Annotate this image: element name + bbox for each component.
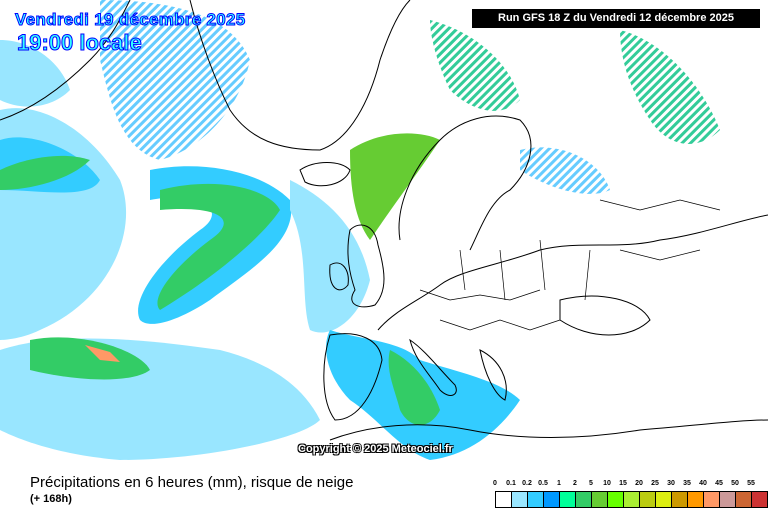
precip-med-core bbox=[388, 350, 440, 425]
europe-coast bbox=[377, 214, 768, 331]
scale-tick: 50 bbox=[731, 480, 739, 487]
scale-swatch bbox=[576, 492, 592, 507]
scale-tick: 35 bbox=[683, 480, 691, 487]
scale-tick: 0.2 bbox=[522, 480, 532, 487]
scale-swatches bbox=[495, 491, 768, 508]
borders bbox=[419, 199, 721, 331]
legend-footer: Précipitations en 6 heures (mm), risque … bbox=[0, 470, 768, 512]
scale-swatch bbox=[496, 492, 512, 507]
run-banner: Run GFS 18 Z du Vendredi 12 décembre 202… bbox=[472, 9, 760, 28]
legend-title: Précipitations en 6 heures (mm), risque … bbox=[30, 474, 354, 491]
precip-greenland-snow bbox=[100, 0, 250, 160]
scale-tick: 0.5 bbox=[538, 480, 548, 487]
scale-swatch bbox=[544, 492, 560, 507]
scale-tick: 0 bbox=[493, 480, 497, 487]
scale-tick: 25 bbox=[651, 480, 659, 487]
precip-east bbox=[520, 147, 610, 194]
precip-areas bbox=[0, 0, 720, 460]
scale-swatch bbox=[528, 492, 544, 507]
scale-tick: 2 bbox=[573, 480, 577, 487]
scale-swatch bbox=[688, 492, 704, 507]
iceland-coast bbox=[299, 162, 351, 187]
scale-tick: 1 bbox=[557, 480, 561, 487]
scale-tick: 30 bbox=[667, 480, 675, 487]
greenland-coast bbox=[189, 0, 411, 151]
scale-swatch bbox=[656, 492, 672, 507]
ireland-coast bbox=[329, 262, 349, 291]
coastlines bbox=[0, 0, 768, 441]
scale-tick: 55 bbox=[747, 480, 755, 487]
precip-uk bbox=[290, 180, 370, 333]
scale-swatch bbox=[640, 492, 656, 507]
africa-coast bbox=[329, 419, 768, 441]
scale-tick: 15 bbox=[619, 480, 627, 487]
scale-swatch bbox=[512, 492, 528, 507]
forecast-time: 19:00 locale bbox=[17, 30, 143, 56]
scale-tick: 20 bbox=[635, 480, 643, 487]
precip-band-green bbox=[0, 155, 90, 190]
forecast-date: Vendredi 19 décembre 2025 bbox=[15, 10, 246, 30]
precip-greenland-blue bbox=[0, 40, 70, 107]
scale-swatch bbox=[624, 492, 640, 507]
color-scale: 0 0.1 0.2 0.5 1 2 5 10 15 20 25 30 35 40 45 50 55 bbox=[493, 480, 768, 508]
greece-coast bbox=[479, 349, 507, 401]
scale-tick: 10 bbox=[603, 480, 611, 487]
scale-swatch bbox=[704, 492, 720, 507]
legend-subtitle: (+ 168h) bbox=[30, 493, 72, 505]
scale-swatch bbox=[592, 492, 608, 507]
precip-band-central bbox=[157, 183, 280, 310]
scale-swatch bbox=[672, 492, 688, 507]
scale-tick: 45 bbox=[715, 480, 723, 487]
uk-coast bbox=[347, 224, 385, 308]
scale-tick: 40 bbox=[699, 480, 707, 487]
precip-south-core bbox=[30, 337, 150, 380]
precip-norway bbox=[350, 133, 440, 240]
precip-scandi-snow bbox=[430, 20, 520, 111]
scale-tick: 0.1 bbox=[506, 480, 516, 487]
scale-swatch bbox=[608, 492, 624, 507]
precip-max bbox=[85, 345, 120, 362]
black-sea bbox=[559, 295, 651, 336]
scale-ticks: 0 0.1 0.2 0.5 1 2 5 10 15 20 25 30 35 40 45 50 55 bbox=[493, 480, 755, 490]
copyright: Copyright © 2025 Meteociel.fr bbox=[298, 443, 453, 455]
scale-swatch bbox=[736, 492, 752, 507]
scale-swatch bbox=[720, 492, 736, 507]
scale-swatch bbox=[752, 492, 767, 507]
iberia-coast bbox=[323, 333, 383, 421]
scale-swatch bbox=[560, 492, 576, 507]
precip-russia-snow bbox=[620, 30, 720, 144]
canada-coast bbox=[0, 0, 131, 121]
scale-tick: 5 bbox=[589, 480, 593, 487]
italy-coast bbox=[409, 338, 457, 396]
scandinavia-coast bbox=[398, 115, 532, 251]
precipitation-map bbox=[0, 0, 768, 460]
